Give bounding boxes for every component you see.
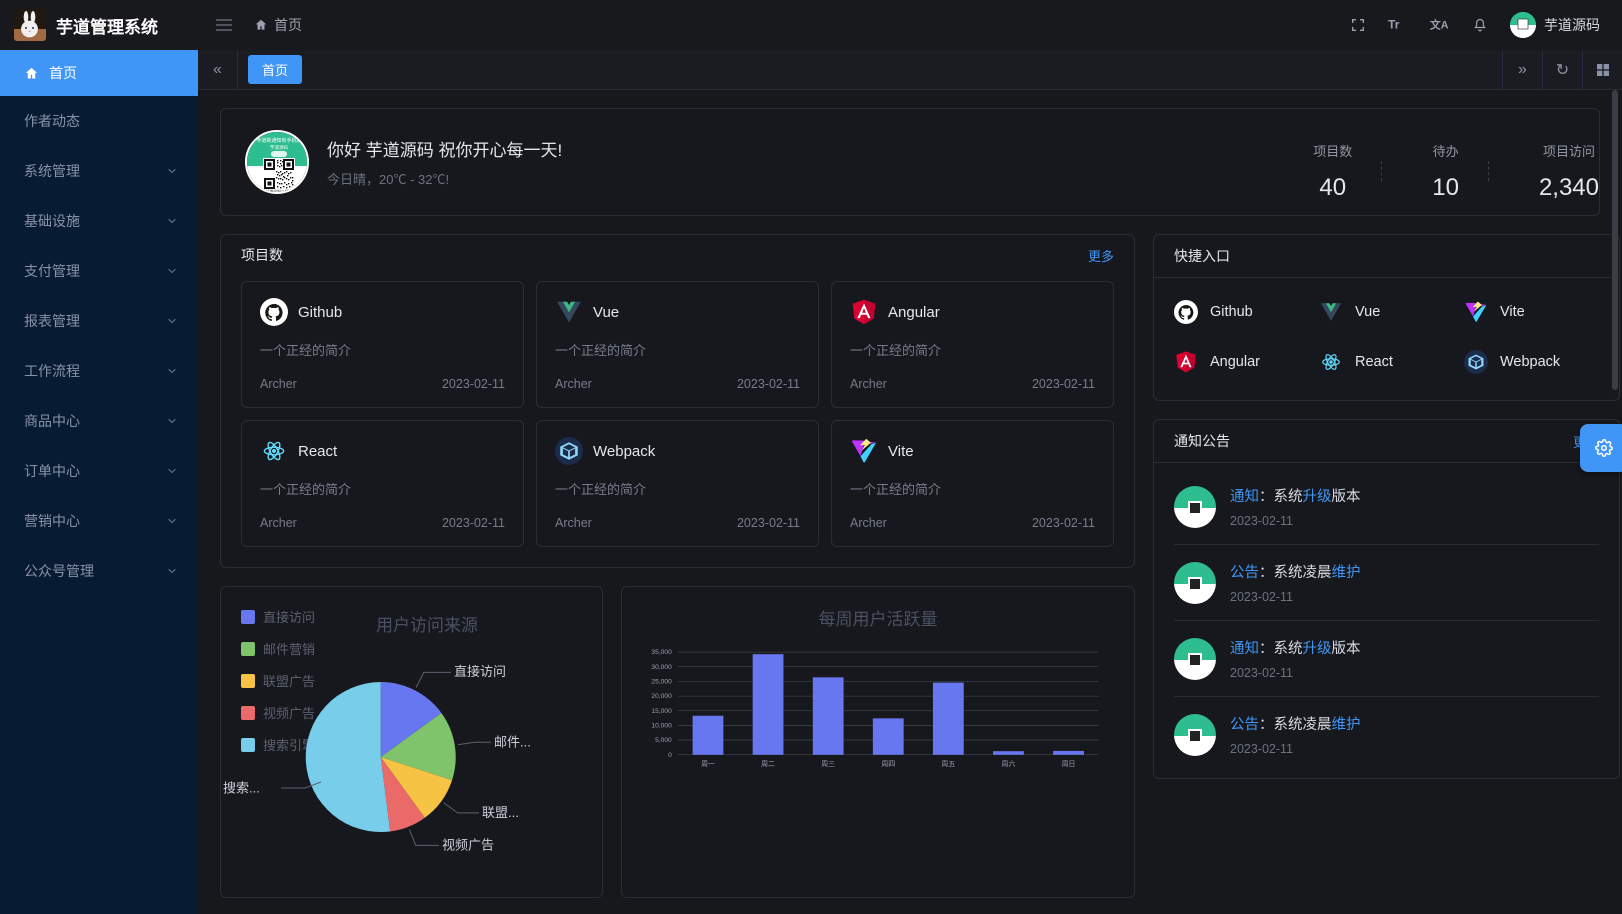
svg-text:35,000: 35,000 bbox=[651, 649, 672, 656]
svg-text:0: 0 bbox=[668, 752, 672, 759]
svg-text:Tr: Tr bbox=[1388, 18, 1400, 32]
svg-text:5,000: 5,000 bbox=[655, 737, 672, 744]
svg-text:25,000: 25,000 bbox=[651, 678, 672, 685]
svg-text:周四: 周四 bbox=[881, 760, 895, 768]
svg-text:邮件...: 邮件... bbox=[494, 735, 531, 750]
svg-text:芋道新通知有手机站: 芋道新通知有手机站 bbox=[256, 137, 301, 144]
svg-text:直接访问: 直接访问 bbox=[454, 664, 506, 679]
svg-text:联盟...: 联盟... bbox=[482, 805, 519, 820]
svg-text:搜索...: 搜索... bbox=[223, 781, 260, 796]
svg-text:周一: 周一 bbox=[701, 760, 715, 768]
svg-text:芋道源码: 芋道源码 bbox=[270, 144, 288, 151]
svg-text:20,000: 20,000 bbox=[651, 693, 672, 700]
svg-text:15,000: 15,000 bbox=[651, 708, 672, 715]
svg-text:30,000: 30,000 bbox=[651, 664, 672, 671]
svg-text:周五: 周五 bbox=[941, 760, 955, 768]
svg-text:周三: 周三 bbox=[821, 760, 835, 768]
svg-text:视频广告: 视频广告 bbox=[442, 838, 494, 853]
svg-text:周六: 周六 bbox=[1002, 759, 1016, 768]
svg-text:长按识别二维码: 长按识别二维码 bbox=[266, 189, 293, 194]
svg-text:周日: 周日 bbox=[1062, 760, 1076, 768]
svg-text:周二: 周二 bbox=[761, 760, 775, 768]
svg-text:文A: 文A bbox=[1430, 19, 1449, 32]
svg-text:10,000: 10,000 bbox=[651, 722, 672, 729]
